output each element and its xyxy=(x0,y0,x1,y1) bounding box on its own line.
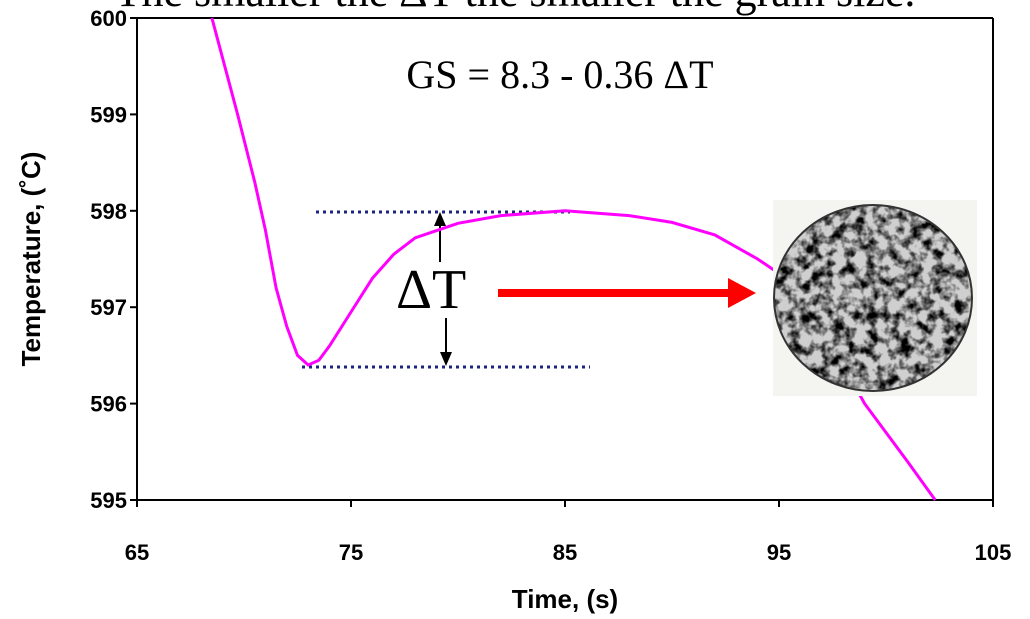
chart: The smaller the ΔT the smaller the grain… xyxy=(0,0,1030,619)
y-tick-label: 598 xyxy=(90,199,127,224)
y-tick-label: 597 xyxy=(90,295,127,320)
chart-title: The smaller the ΔT the smaller the grain… xyxy=(115,0,916,16)
y-tick-label: 600 xyxy=(90,6,127,31)
y-tick-label: 596 xyxy=(90,392,127,417)
arrow-head xyxy=(728,278,756,308)
y-tick-label: 599 xyxy=(90,102,127,127)
equation: GS = 8.3 - 0.36 ΔT xyxy=(406,52,713,97)
x-tick-label: 65 xyxy=(125,540,149,565)
y-axis-title: Temperature, (˚C) xyxy=(16,152,46,367)
arrow-head xyxy=(434,212,446,226)
x-tick-label: 75 xyxy=(339,540,363,565)
grain-image xyxy=(773,200,977,396)
y-tick-label: 595 xyxy=(90,488,127,513)
arrow-head xyxy=(440,352,452,366)
x-tick-label: 85 xyxy=(553,540,577,565)
x-axis-title: Time, (s) xyxy=(512,584,618,614)
x-tick-label: 105 xyxy=(975,540,1012,565)
delta-label: ΔT xyxy=(396,259,466,321)
x-tick-label: 95 xyxy=(767,540,791,565)
